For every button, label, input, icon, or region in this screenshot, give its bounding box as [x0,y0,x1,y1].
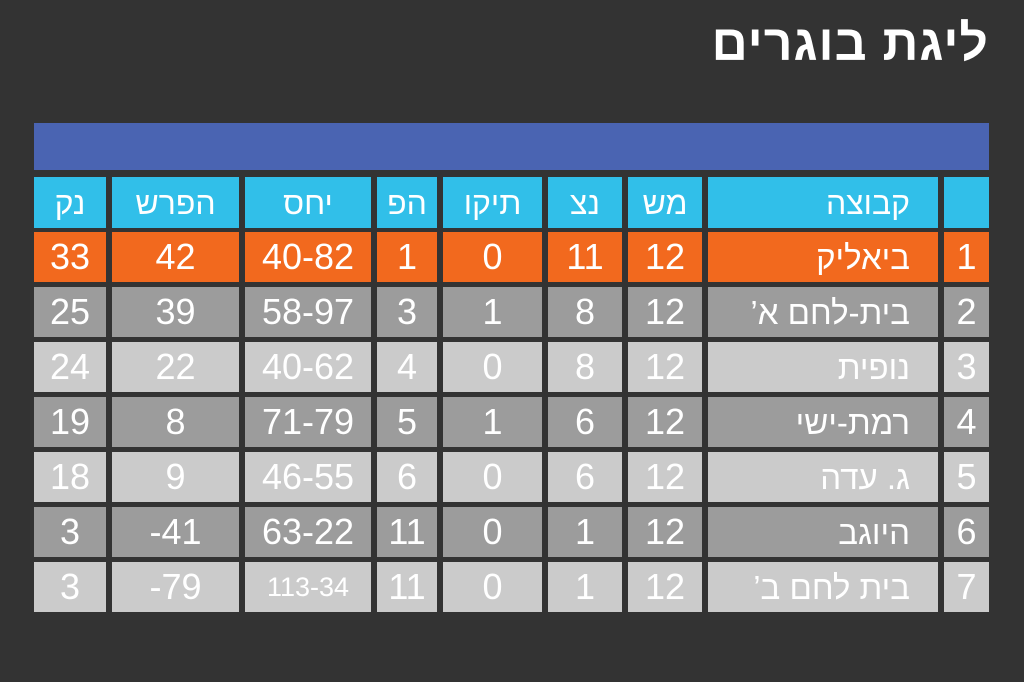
cell-diff: 42 [112,232,239,282]
header-cell-games: מש [628,177,702,228]
cell-points: 24 [34,342,106,392]
cell-losses: 6 [377,452,437,502]
table-header-row: קבוצה מש נצ תיקו הפ יחס הפרש נק [34,177,989,228]
cell-rank: 6 [944,507,989,557]
cell-games: 12 [628,452,702,502]
cell-games: 12 [628,287,702,337]
cell-games: 12 [628,232,702,282]
table-row: 1 ביאליק 12 11 0 1 40-82 42 33 [34,232,989,282]
cell-draws: 1 [443,287,542,337]
team-name: נופית [708,342,938,392]
table-row: 2 בית-לחם א’ 12 8 1 3 58-97 39 25 [34,287,989,337]
cell-points: 18 [34,452,106,502]
header-cell-diff: הפרש [112,177,239,228]
cell-points: 19 [34,397,106,447]
header-cell-ratio: יחס [245,177,371,228]
cell-diff: 39 [112,287,239,337]
table-row: 4 רמת-ישי 12 6 1 5 71-79 8 19 [34,397,989,447]
cell-losses: 3 [377,287,437,337]
cell-games: 12 [628,507,702,557]
cell-wins: 8 [548,287,622,337]
cell-losses: 1 [377,232,437,282]
team-name: ביאליק [708,232,938,282]
cell-wins: 6 [548,452,622,502]
cell-ratio: 46-55 [245,452,371,502]
cell-ratio: 63-22 [245,507,371,557]
banner-bar [34,123,989,170]
cell-losses: 11 [377,562,437,612]
cell-ratio: 71-79 [245,397,371,447]
cell-wins: 11 [548,232,622,282]
cell-wins: 8 [548,342,622,392]
header-cell-team: קבוצה [708,177,938,228]
table-row: 3 נופית 12 8 0 4 40-62 22 24 [34,342,989,392]
cell-rank: 3 [944,342,989,392]
table-row: 7 בית לחם ב’ 12 1 0 11 113-34 -79 3 [34,562,989,612]
header-cell-losses: הפ [377,177,437,228]
cell-rank: 4 [944,397,989,447]
header-cell-points: נק [34,177,106,228]
cell-points: 25 [34,287,106,337]
cell-losses: 5 [377,397,437,447]
cell-losses: 11 [377,507,437,557]
table-row: 6 היוגב 12 1 0 11 63-22 -41 3 [34,507,989,557]
cell-ratio: 58-97 [245,287,371,337]
page-title: ליגת בוגרים [711,15,989,71]
cell-rank: 2 [944,287,989,337]
cell-diff: 9 [112,452,239,502]
cell-wins: 1 [548,507,622,557]
cell-ratio: 113-34 [245,562,371,612]
cell-points: 33 [34,232,106,282]
cell-games: 12 [628,562,702,612]
header-cell-wins: נצ [548,177,622,228]
table-body: 1 ביאליק 12 11 0 1 40-82 42 33 2 בית-לחם א’ 12 8 1 3 58… [34,232,989,612]
league-standings-table: קבוצה מש נצ תיקו הפ יחס הפרש נק 1 ביאליק 12 11 0 1 40… [34,123,989,617]
cell-wins: 1 [548,562,622,612]
team-name: רמת-ישי [708,397,938,447]
cell-draws: 0 [443,562,542,612]
cell-rank: 7 [944,562,989,612]
cell-points: 3 [34,507,106,557]
cell-draws: 0 [443,232,542,282]
cell-draws: 1 [443,397,542,447]
cell-rank: 5 [944,452,989,502]
team-name: ג. עדה [708,452,938,502]
team-name: בית-לחם א’ [708,287,938,337]
cell-ratio: 40-62 [245,342,371,392]
cell-diff: -79 [112,562,239,612]
cell-games: 12 [628,397,702,447]
table-row: 5 ג. עדה 12 6 0 6 46-55 9 18 [34,452,989,502]
header-cell-rank [944,177,989,228]
cell-losses: 4 [377,342,437,392]
cell-ratio: 40-82 [245,232,371,282]
cell-rank: 1 [944,232,989,282]
cell-wins: 6 [548,397,622,447]
header-cell-draws: תיקו [443,177,542,228]
cell-diff: -41 [112,507,239,557]
team-name: היוגב [708,507,938,557]
cell-draws: 0 [443,452,542,502]
cell-diff: 8 [112,397,239,447]
cell-diff: 22 [112,342,239,392]
cell-draws: 0 [443,342,542,392]
cell-games: 12 [628,342,702,392]
cell-points: 3 [34,562,106,612]
cell-draws: 0 [443,507,542,557]
team-name: בית לחם ב’ [708,562,938,612]
